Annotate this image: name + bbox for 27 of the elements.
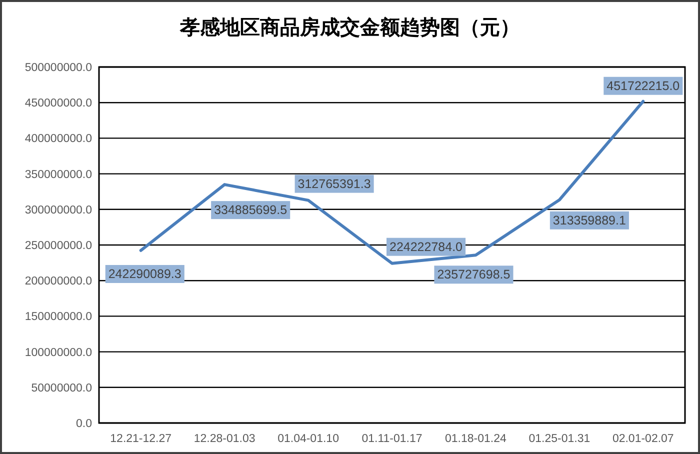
data-label: 242290089.3 (108, 266, 182, 281)
data-label: 451722215.0 (606, 78, 680, 93)
y-tick-label: 500000000.0 (24, 62, 92, 74)
x-tick-label: 12.21-12.27 (110, 433, 172, 445)
x-tick-label: 12.28-01.03 (194, 433, 256, 445)
x-tick-label: 01.25-01.31 (528, 433, 590, 445)
x-tick-label: 01.18-01.24 (445, 433, 508, 445)
y-tick-label: 50000000.0 (31, 382, 92, 394)
y-tick-label: 400000000.0 (24, 133, 92, 146)
y-tick-label: 150000000.0 (24, 311, 92, 324)
data-label: 334885699.5 (214, 203, 288, 218)
y-tick-label: 350000000.0 (24, 168, 92, 181)
y-tick-label: 250000000.0 (24, 240, 92, 252)
data-label: 224222784.0 (390, 240, 463, 254)
line-series (139, 100, 645, 265)
x-tick-label: 01.11-01.17 (362, 433, 422, 445)
y-tick-label: 200000000.0 (24, 276, 92, 288)
x-tick-label: 01.04-01.10 (278, 433, 339, 445)
y-tick-label: 0.0 (76, 418, 92, 430)
y-tick-label: 100000000.0 (24, 346, 92, 359)
x-tick-label: 02.01-02.07 (612, 433, 674, 445)
y-tick-label: 300000000.0 (24, 204, 92, 216)
data-label: 313359889.1 (552, 213, 626, 228)
chart-title: 孝感地区商品房成交金额趋势图（元） (179, 16, 520, 39)
data-label: 312765391.3 (298, 176, 371, 191)
data-label: 235727698.5 (437, 268, 510, 282)
y-tick-label: 450000000.0 (24, 98, 92, 110)
